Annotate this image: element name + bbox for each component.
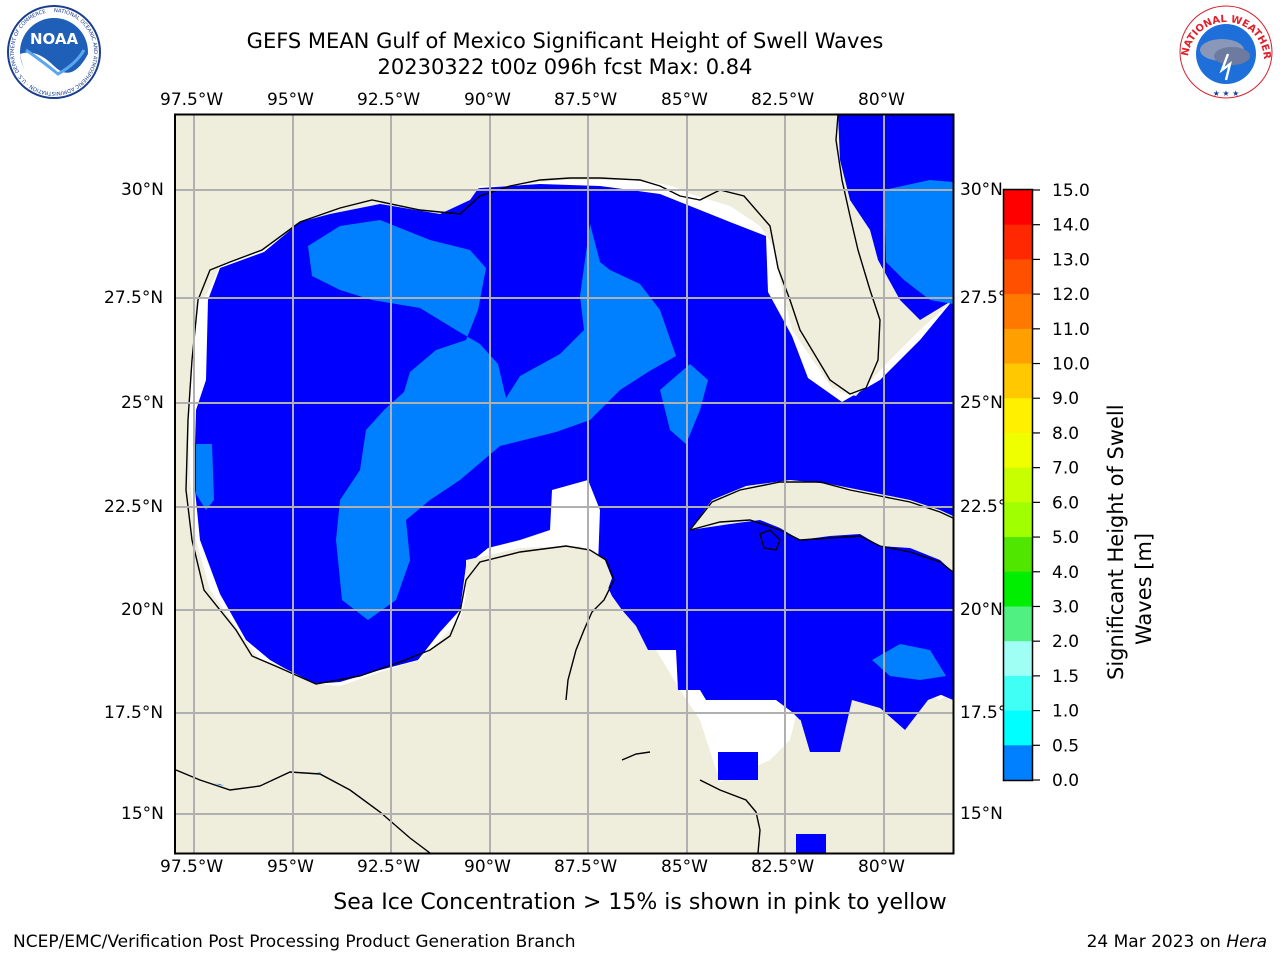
lat-tick-left: 27.5°N (104, 288, 164, 308)
colorbar-tick-label: 9.0 (1052, 389, 1079, 409)
lon-tick-top: 95°W (267, 90, 314, 110)
map-frame (174, 113, 955, 855)
coastlines (176, 115, 953, 853)
florida-land (640, 115, 882, 396)
colorbar-cell (1004, 571, 1032, 607)
colorbar-tick-label: 15.0 (1052, 181, 1090, 201)
swell-region-mid-3 (196, 444, 214, 510)
colorbar-cell (1004, 641, 1032, 677)
colorbar-tick-label: 0.5 (1052, 736, 1079, 756)
us-gulf-coast-land (176, 115, 700, 690)
colorbar-cell (1004, 502, 1032, 538)
lon-tick-bottom: 95°W (267, 857, 314, 877)
colorbar-tick-label: 10.0 (1052, 355, 1090, 375)
lon-tick-bottom: 85°W (661, 857, 708, 877)
map-subtitle: 20230322 t00z 096h fcst Max: 0.84 (377, 55, 753, 79)
water-cell (718, 752, 758, 780)
colorbar-tick-label: 5.0 (1052, 528, 1079, 548)
colorbar-tick-label: 8.0 (1052, 424, 1079, 444)
colorbar-cell (1004, 224, 1032, 260)
colorbar-label-box: Significant Height of Swell Waves [m] (1104, 404, 1156, 680)
caribbean-water-mid (872, 644, 946, 680)
lat-tick-left: 22.5°N (104, 497, 164, 517)
lat-tick-left: 20°N (121, 600, 164, 620)
swell-region-mid (308, 220, 676, 620)
footer-machine: Hera (1226, 932, 1267, 952)
lon-tick-top: 82.5°W (751, 90, 815, 110)
lon-tick-bottom: 97.5°W (160, 857, 224, 877)
lon-tick-bottom: 90°W (464, 857, 511, 877)
nws-logo: NATIONAL WEATHER SERVICE ★ ★ ★ (1178, 4, 1273, 99)
colorbar-cell (1004, 537, 1032, 573)
graticule (176, 115, 953, 853)
lon-tick-bottom: 80°W (858, 857, 905, 877)
colorbar-cell (1004, 363, 1032, 399)
lon-tick-bottom: 87.5°W (554, 857, 618, 877)
colorbar-tick-label: 4.0 (1052, 563, 1079, 583)
colorbar-cell (1004, 294, 1032, 330)
lat-tick-left: 15°N (121, 804, 164, 824)
colorbar-tick-label: 12.0 (1052, 285, 1090, 305)
lat-tick-right: 20°N (960, 600, 1003, 620)
lat-tick-right: 25°N (960, 393, 1003, 413)
lat-tick-right: 15°N (960, 804, 1003, 824)
lon-tick-top: 80°W (858, 90, 905, 110)
central-america-land (176, 770, 440, 853)
lon-tick-top: 97.5°W (160, 90, 224, 110)
lat-tick-right: 30°N (960, 180, 1003, 200)
colorbar-tick-label: 14.0 (1052, 216, 1090, 236)
lon-tick-top: 90°W (464, 90, 511, 110)
lon-tick-top: 85°W (661, 90, 708, 110)
colorbar-cell (1004, 710, 1032, 746)
lat-tick-left: 30°N (121, 180, 164, 200)
lon-tick-bottom: 82.5°W (751, 857, 815, 877)
colorbar-cell (1004, 745, 1032, 781)
colorbar-cell (1004, 398, 1032, 434)
noaa-logo: NOAA NATIONAL OCEANIC AND ATMOSPHERIC AD… (7, 5, 101, 99)
colorbar-frame (1002, 188, 1034, 782)
map-title: GEFS MEAN Gulf of Mexico Significant Hei… (246, 29, 884, 53)
colorbar-tick-label: 11.0 (1052, 320, 1090, 340)
colorbar-label-line1: Significant Height of Swell (1104, 404, 1128, 680)
colorbar-tick-label: 13.0 (1052, 250, 1090, 270)
map-layers (176, 115, 953, 853)
sea-ice-note: Sea Ice Concentration > 15% is shown in … (333, 890, 947, 915)
lon-tick-top: 87.5°W (554, 90, 618, 110)
cuba-land (690, 480, 953, 572)
colorbar-cell (1004, 606, 1032, 642)
colorbar-tick-label: 3.0 (1052, 597, 1079, 617)
lat-tick-left: 17.5°N (104, 703, 164, 723)
colorbar-tick-label: 1.0 (1052, 702, 1079, 722)
colorbar-tick-label: 1.5 (1052, 667, 1079, 687)
colorbar-cell (1004, 190, 1032, 226)
water-cell (796, 834, 826, 853)
svg-text:★ ★ ★: ★ ★ ★ (1213, 89, 1240, 98)
colorbar-tick-label: 7.0 (1052, 459, 1079, 479)
noaa-logo-text: NOAA (30, 30, 79, 48)
colorbar-cell (1004, 328, 1032, 365)
footer-branch: NCEP/EMC/Verification Post Processing Pr… (13, 932, 576, 952)
colorbar-label-line2: Waves [m] (1132, 533, 1156, 645)
atlantic-water-mid (884, 180, 953, 304)
colorbar-cell (1004, 467, 1032, 503)
lat-tick-left: 25°N (121, 393, 164, 413)
footer-date: 24 Mar 2023 on Hera (1087, 932, 1267, 952)
lon-tick-top: 92.5°W (357, 90, 421, 110)
colorbar-tick-label: 2.0 (1052, 632, 1079, 652)
colorbar-tick-label: 0.0 (1052, 771, 1079, 790)
colorbar-cell (1004, 675, 1032, 712)
lon-tick-bottom: 92.5°W (357, 857, 421, 877)
colorbar: 15.0 14.0 13.0 12.0 11.0 10.0 9.0 8.0 7.0 6.0 5.0 4… (1002, 181, 1090, 790)
colorbar-cell (1004, 432, 1032, 469)
colorbar-tick-label: 6.0 (1052, 493, 1079, 513)
colorbar-cell (1004, 259, 1032, 295)
footer-date-text: 24 Mar 2023 on (1086, 932, 1227, 952)
